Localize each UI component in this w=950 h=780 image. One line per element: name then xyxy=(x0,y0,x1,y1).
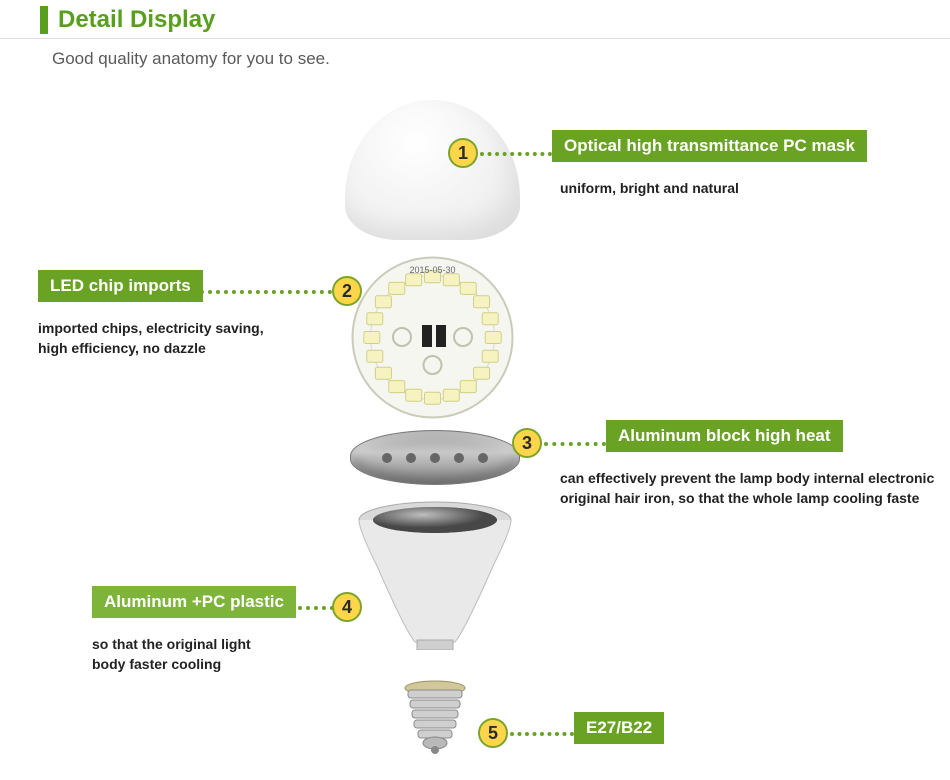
callout-badge-5: 5 xyxy=(478,718,508,748)
header: Detail Display xyxy=(0,0,950,39)
callout-4: Aluminum +PC plastic xyxy=(92,586,296,618)
callout-desc-4: so that the original light body faster c… xyxy=(92,626,251,675)
part-aluminum-pc-cup xyxy=(355,500,515,650)
callout-title: Aluminum +PC plastic xyxy=(92,586,296,618)
callout-5: E27/B22 xyxy=(574,712,664,744)
part-screw-base xyxy=(400,680,470,755)
part-aluminum-heat-block xyxy=(350,430,520,485)
callout-1: Optical high transmittance PC mask xyxy=(552,130,867,162)
diagram-stage: 2015-05-30 xyxy=(0,90,950,780)
callout-title: Aluminum block high heat xyxy=(606,420,843,452)
header-accent-bar xyxy=(40,6,48,34)
callout-desc-3: can effectively prevent the lamp body in… xyxy=(560,460,950,509)
callout-2: LED chip imports xyxy=(38,270,203,302)
connector-line xyxy=(510,732,574,736)
part-pc-mask xyxy=(345,100,520,240)
callout-desc-text: imported chips, electricity saving, high… xyxy=(38,318,264,359)
callout-desc-text: so that the original light body faster c… xyxy=(92,634,251,675)
callout-desc-text: uniform, bright and natural xyxy=(560,178,739,198)
callout-badge-1: 1 xyxy=(448,138,478,168)
callout-3: Aluminum block high heat xyxy=(606,420,843,452)
callout-badge-4: 4 xyxy=(332,592,362,622)
callout-desc-2: imported chips, electricity saving, high… xyxy=(38,310,264,359)
callout-title: LED chip imports xyxy=(38,270,203,302)
part-led-chip-board: 2015-05-30 xyxy=(350,255,515,420)
page-subtitle: Good quality anatomy for you to see. xyxy=(0,39,950,69)
callout-title: E27/B22 xyxy=(574,712,664,744)
connector-line xyxy=(192,290,332,294)
callout-desc-1: uniform, bright and natural xyxy=(560,170,739,198)
callout-badge-2: 2 xyxy=(332,276,362,306)
connector-line xyxy=(480,152,552,156)
callout-badge-3: 3 xyxy=(512,428,542,458)
chip-date-text: 2015-05-30 xyxy=(409,265,455,275)
page-title: Detail Display xyxy=(58,6,215,34)
callout-desc-text: can effectively prevent the lamp body in… xyxy=(560,468,950,509)
callout-title: Optical high transmittance PC mask xyxy=(552,130,867,162)
connector-line xyxy=(544,442,606,446)
